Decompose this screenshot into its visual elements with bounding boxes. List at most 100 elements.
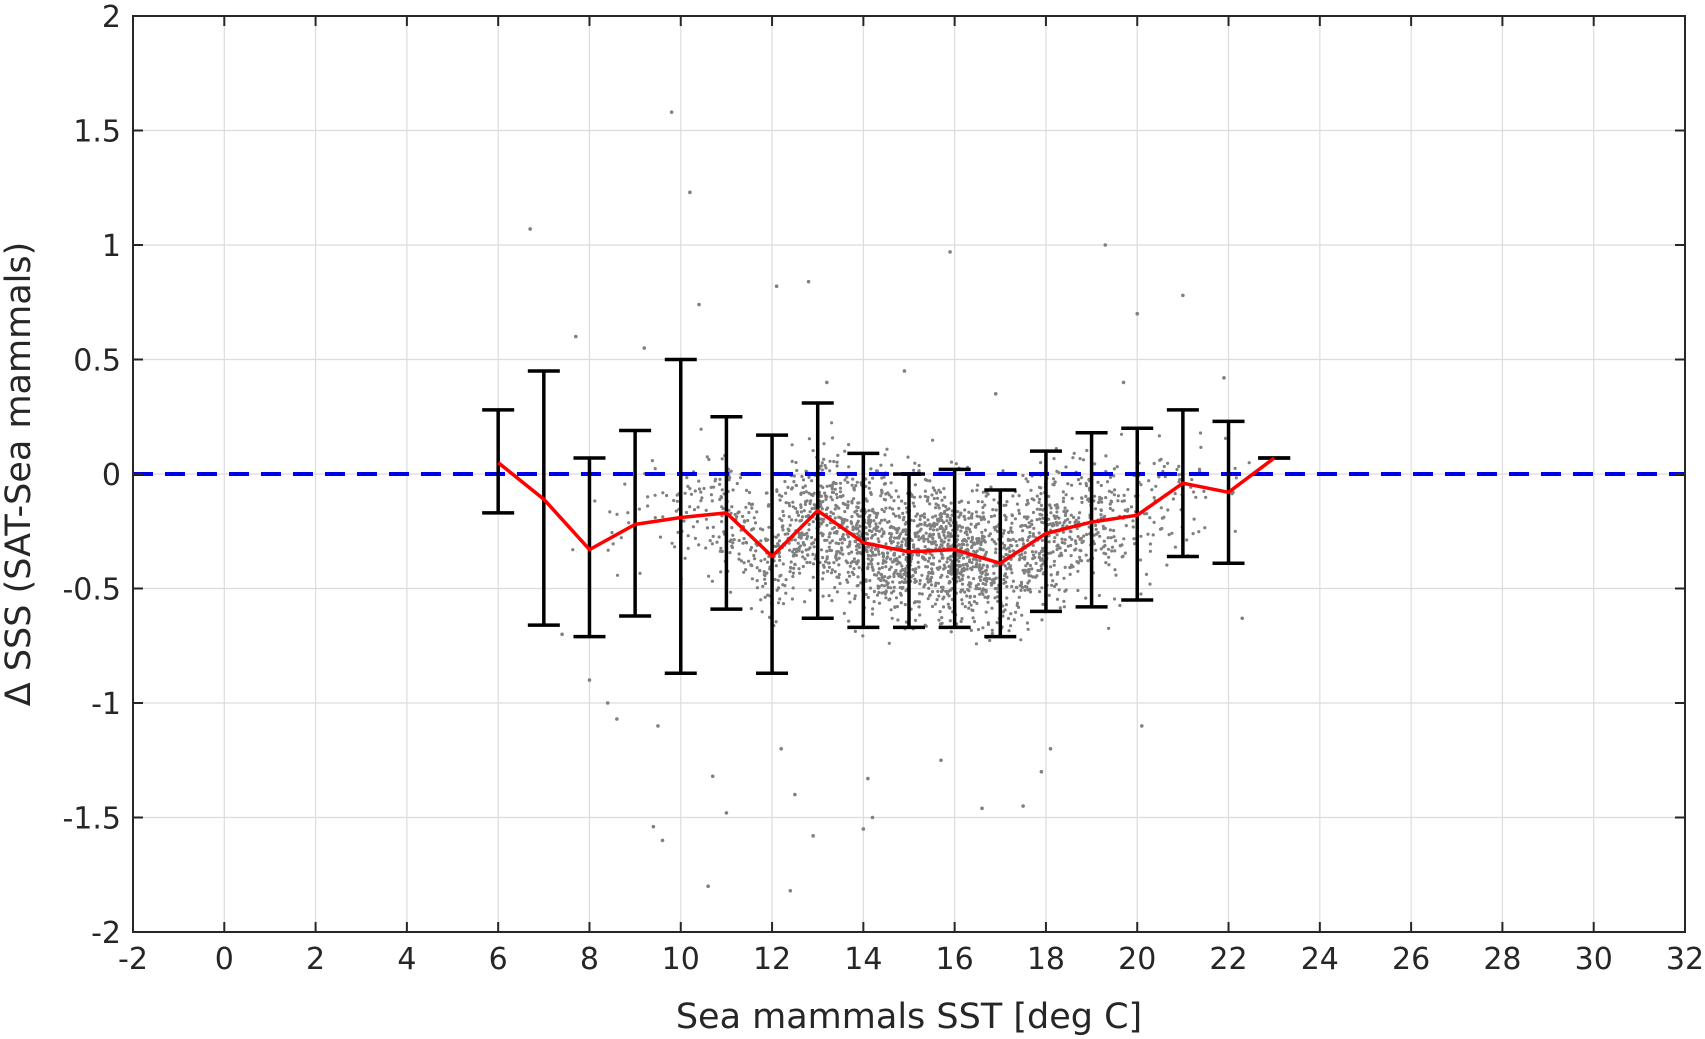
- scatter-point: [528, 227, 532, 231]
- scatter-point: [931, 438, 935, 442]
- scatter-point: [821, 520, 825, 524]
- scatter-point: [902, 515, 906, 520]
- scatter-point: [894, 568, 898, 573]
- scatter-point: [1112, 493, 1116, 497]
- scatter-point: [938, 559, 942, 563]
- scatter-point: [615, 717, 619, 721]
- scatter-point: [1064, 588, 1068, 592]
- scatter-point: [1247, 461, 1251, 465]
- scatter-point: [890, 560, 895, 564]
- scatter-point: [902, 572, 906, 577]
- scatter-point: [638, 571, 642, 576]
- scatter-point: [902, 369, 907, 373]
- scatter-point: [913, 483, 918, 487]
- scatter-point: [938, 513, 942, 517]
- scatter-point: [890, 463, 894, 467]
- scatter-point: [800, 515, 805, 519]
- scatter-point: [934, 581, 938, 585]
- scatter-point: [779, 573, 783, 577]
- scatter-point: [1233, 529, 1237, 533]
- scatter-point: [1171, 497, 1175, 501]
- scatter-point: [1119, 432, 1124, 436]
- scatter-point: [877, 577, 881, 581]
- scatter-point: [802, 509, 806, 513]
- scatter-point: [904, 555, 909, 560]
- scatter-point: [1001, 614, 1005, 618]
- scatter-point: [571, 548, 575, 552]
- scatter-point: [928, 502, 932, 506]
- scatter-point: [1068, 529, 1072, 534]
- scatter-point: [1064, 493, 1068, 497]
- scatter-point: [936, 581, 941, 585]
- scatter-point: [758, 568, 762, 573]
- scatter-point: [1094, 523, 1098, 528]
- scatter-point: [898, 515, 902, 519]
- y-tick-label: -0.5: [62, 573, 121, 608]
- scatter-point: [876, 562, 880, 566]
- scatter-point: [992, 514, 997, 518]
- scatter-point: [956, 510, 960, 514]
- scatter-point: [889, 535, 893, 539]
- scatter-point: [711, 534, 715, 539]
- scatter-point: [593, 499, 597, 503]
- scatter-point: [831, 512, 836, 516]
- scatter-point: [990, 538, 994, 542]
- scatter-point: [981, 511, 985, 515]
- scatter-point: [1080, 559, 1084, 563]
- scatter-point: [994, 508, 998, 512]
- scatter-point: [610, 531, 614, 535]
- scatter-point: [924, 624, 928, 628]
- scatter-point: [755, 579, 759, 583]
- scatter-point: [788, 888, 793, 893]
- scatter-point: [870, 565, 874, 569]
- scatter-point: [928, 534, 932, 539]
- scatter-point: [1103, 543, 1107, 548]
- scatter-point: [901, 528, 905, 532]
- scatter-point: [724, 811, 729, 815]
- scatter-point: [1020, 585, 1025, 590]
- scatter-point: [1110, 549, 1114, 553]
- scatter-point: [752, 516, 756, 520]
- scatter-point: [900, 575, 904, 579]
- scatter-point: [991, 564, 995, 568]
- scatter-point: [916, 560, 920, 565]
- scatter-point: [787, 529, 791, 533]
- scatter-point: [870, 557, 874, 562]
- scatter-point: [1026, 538, 1030, 543]
- scatter-point: [796, 513, 801, 518]
- scatter-point: [1034, 561, 1038, 566]
- scatter-point: [834, 492, 839, 496]
- scatter-point: [917, 538, 921, 542]
- scatter-point: [922, 512, 927, 516]
- scatter-point: [1078, 537, 1082, 542]
- scatter-point: [933, 540, 937, 544]
- scatter-point: [890, 591, 894, 595]
- scatter-point: [805, 560, 809, 565]
- scatter-point: [877, 590, 881, 595]
- scatter-point: [990, 628, 994, 632]
- scatter-point: [851, 559, 855, 564]
- scatter-point: [931, 528, 936, 532]
- scatter-point: [1106, 536, 1110, 540]
- scatter-point: [981, 505, 985, 510]
- scatter-point: [1026, 627, 1030, 631]
- scatter-point: [1006, 616, 1011, 621]
- scatter-point: [794, 518, 798, 522]
- scatter-point: [1104, 496, 1108, 500]
- scatter-point: [1049, 551, 1053, 555]
- scatter-point: [1170, 531, 1174, 535]
- scatter-point: [1076, 478, 1081, 482]
- scatter-point: [898, 581, 902, 585]
- scatter-point: [720, 520, 724, 524]
- scatter-point: [875, 528, 879, 533]
- x-tick-label: 16: [936, 942, 974, 977]
- scatter-point: [875, 573, 879, 577]
- scatter-point: [964, 530, 969, 534]
- scatter-point: [892, 589, 896, 593]
- scatter-point: [1012, 589, 1016, 593]
- scatter-point: [886, 585, 890, 590]
- scatter-point: [1018, 538, 1022, 542]
- scatter-point: [1177, 464, 1181, 468]
- scatter-point: [896, 618, 900, 622]
- scatter-point: [1173, 545, 1177, 549]
